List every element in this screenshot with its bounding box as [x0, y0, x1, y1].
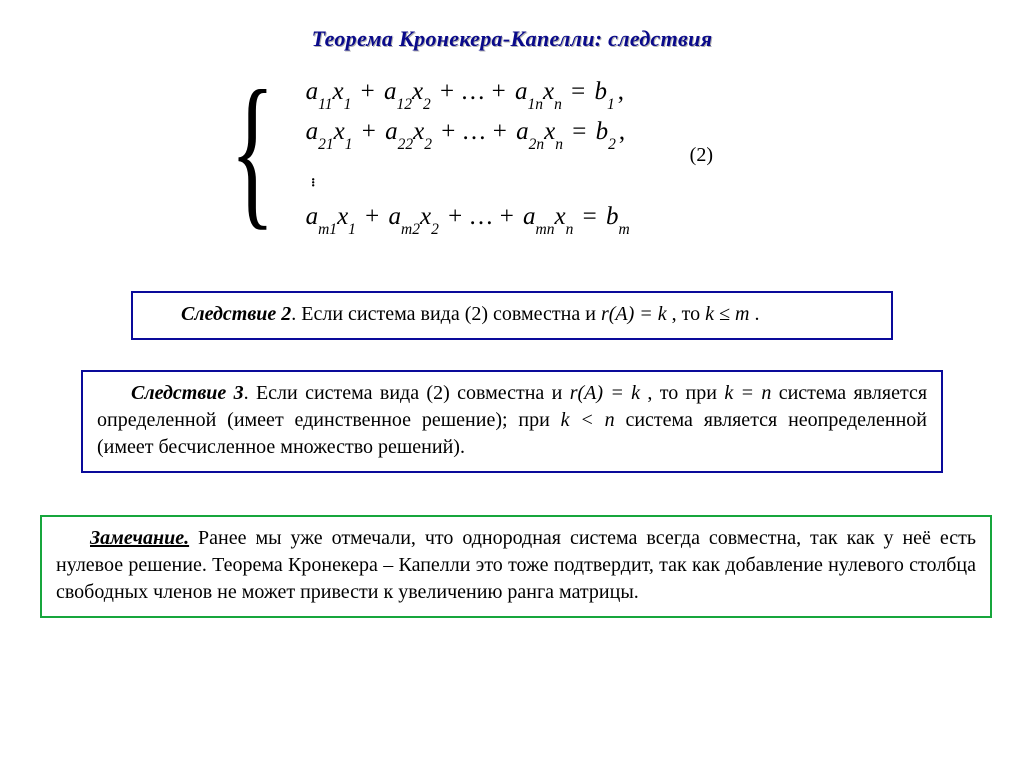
remark-box: Замечание. Ранее мы уже отмечали, что од… [40, 515, 992, 618]
eq-row-2: a21x1 + a22x2 + … + a2nxn = b2, [306, 116, 630, 150]
vdots-icon: ··· [299, 174, 324, 196]
remark-lead: Замечание. [90, 527, 189, 549]
coef: a [306, 78, 319, 105]
corollary-3-lead: Следствие 3 [131, 382, 244, 404]
equation-number: (2) [690, 144, 713, 167]
corollary-2-box: Следствие 2. Если система вида (2) совме… [131, 291, 893, 340]
remark-text: Ранее мы уже отмечали, что однородная си… [56, 527, 976, 603]
eq-row-dots: ··· [306, 157, 630, 195]
equations: a11x1 + a12x2 + … + a1nxn = b1, a21x1 + … [306, 76, 630, 235]
eq-row-m: am1x1 + am2x2 + … + amnxn = bm [306, 201, 630, 235]
corollary-2-lead: Следствие 2 [181, 303, 291, 325]
eq-row-1: a11x1 + a12x2 + … + a1nxn = b1, [306, 76, 630, 110]
corollary-3-box: Следствие 3. Если система вида (2) совме… [81, 370, 943, 473]
slide-title: Теорема Кронекера-Капелли: следствия [40, 26, 984, 52]
left-brace: { [230, 82, 275, 218]
equation-system: { a11x1 + a12x2 + … + a1nxn = b1, a21x1 … [230, 76, 984, 235]
slide: Теорема Кронекера-Капелли: следствия { a… [0, 0, 1024, 768]
